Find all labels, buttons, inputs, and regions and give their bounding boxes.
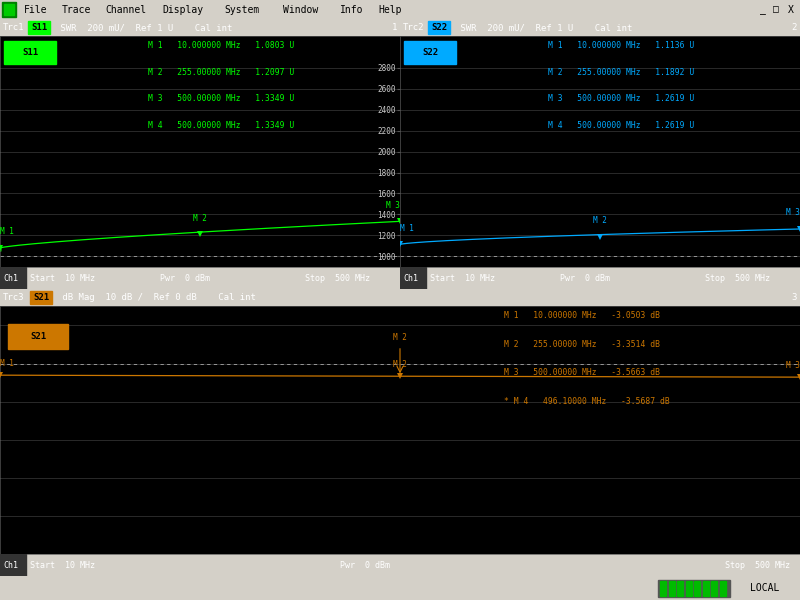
Text: SWR  200 mU/  Ref 1 U    Cal int: SWR 200 mU/ Ref 1 U Cal int [55,23,232,32]
Bar [669,581,674,596]
Text: S22: S22 [431,23,447,32]
Text: M 4   500.00000 MHz   1.2619 U: M 4 500.00000 MHz 1.2619 U [548,121,694,130]
Bar [400,267,426,289]
Text: Pwr  0 dBm: Pwr 0 dBm [340,560,390,569]
Text: File: File [24,5,47,14]
Text: Stop  500 MHz: Stop 500 MHz [305,274,370,283]
Text: Trc2: Trc2 [403,23,425,32]
Text: M 1   10.000000 MHz   -3.0503 dB: M 1 10.000000 MHz -3.0503 dB [504,311,660,320]
Text: Ch1: Ch1 [3,274,18,283]
Text: Start  10 MHz: Start 10 MHz [30,274,95,283]
Text: Pwr  0 dBm: Pwr 0 dBm [560,274,610,283]
Text: M 1: M 1 [400,224,414,233]
Text: S21: S21 [30,332,46,341]
Text: M 2   255.00000 MHz   -3.3514 dB: M 2 255.00000 MHz -3.3514 dB [504,340,660,349]
Bar [677,581,683,596]
Text: S22: S22 [422,48,438,57]
Text: Channel: Channel [105,5,146,14]
Text: Stop  500 MHz: Stop 500 MHz [725,560,790,569]
Text: LOCAL: LOCAL [750,583,779,593]
Text: _: _ [760,5,766,14]
Text: Window: Window [283,5,318,14]
Text: M 2   255.00000 MHz   1.1892 U: M 2 255.00000 MHz 1.1892 U [548,68,694,77]
Text: M 2: M 2 [393,361,407,370]
Text: SWR  200 mU/  Ref 1 U    Cal int: SWR 200 mU/ Ref 1 U Cal int [455,23,632,32]
Text: Stop  500 MHz: Stop 500 MHz [705,274,770,283]
Text: Trace: Trace [62,5,91,14]
Text: * M 4   496.10000 MHz   -3.5687 dB: * M 4 496.10000 MHz -3.5687 dB [504,397,670,406]
Bar [428,22,450,34]
Text: M 3: M 3 [786,361,800,370]
Text: 1: 1 [392,23,397,32]
Text: S11: S11 [22,48,38,57]
Bar [30,292,52,304]
Bar [660,581,666,596]
Bar [4,4,14,15]
Bar [702,581,709,596]
Text: M 2: M 2 [393,333,407,342]
Text: M 2: M 2 [593,216,607,225]
Text: 2: 2 [792,23,797,32]
Text: Start  10 MHz: Start 10 MHz [430,274,495,283]
Text: Info: Info [340,5,363,14]
Text: Ch1: Ch1 [403,274,418,283]
Text: Ch1: Ch1 [3,560,18,569]
Bar [711,581,717,596]
Bar [28,22,50,34]
Text: S21: S21 [33,293,49,302]
Text: M 3: M 3 [786,208,800,217]
Text: Display: Display [162,5,203,14]
Text: System: System [224,5,259,14]
Bar [658,580,730,597]
Bar [0,554,26,577]
Text: X: X [788,5,794,14]
Text: dB Mag  10 dB /  Ref 0 dB    Cal int: dB Mag 10 dB / Ref 0 dB Cal int [57,293,256,302]
Text: 3: 3 [792,293,797,302]
Bar [0,267,26,289]
Bar [686,581,691,596]
Bar [694,581,700,596]
Text: Trc1: Trc1 [3,23,25,32]
Text: S11: S11 [31,23,47,32]
Text: Start  10 MHz: Start 10 MHz [30,560,95,569]
Text: M 2   255.00000 MHz   1.2097 U: M 2 255.00000 MHz 1.2097 U [148,68,294,77]
Text: M 1: M 1 [0,359,14,368]
Text: M 1   10.000000 MHz   1.0803 U: M 1 10.000000 MHz 1.0803 U [148,41,294,50]
Text: M 4   500.00000 MHz   1.3349 U: M 4 500.00000 MHz 1.3349 U [148,121,294,130]
Bar [2,2,16,17]
Text: M 3   500.00000 MHz   1.2619 U: M 3 500.00000 MHz 1.2619 U [548,94,694,103]
Text: M 1   10.000000 MHz   1.1136 U: M 1 10.000000 MHz 1.1136 U [548,41,694,50]
Bar [404,41,456,64]
Text: M 3: M 3 [386,201,400,210]
Text: Trc3: Trc3 [3,293,25,302]
Text: M 3   500.00000 MHz   -3.5663 dB: M 3 500.00000 MHz -3.5663 dB [504,368,660,377]
Text: M 3   500.00000 MHz   1.3349 U: M 3 500.00000 MHz 1.3349 U [148,94,294,103]
Bar [4,41,56,64]
Text: M 1: M 1 [0,227,14,236]
Text: □: □ [773,5,779,14]
Text: Pwr  0 dBm: Pwr 0 dBm [160,274,210,283]
Text: M 2: M 2 [193,214,207,223]
Bar [8,324,68,349]
Text: Help: Help [378,5,402,14]
Bar [719,581,726,596]
